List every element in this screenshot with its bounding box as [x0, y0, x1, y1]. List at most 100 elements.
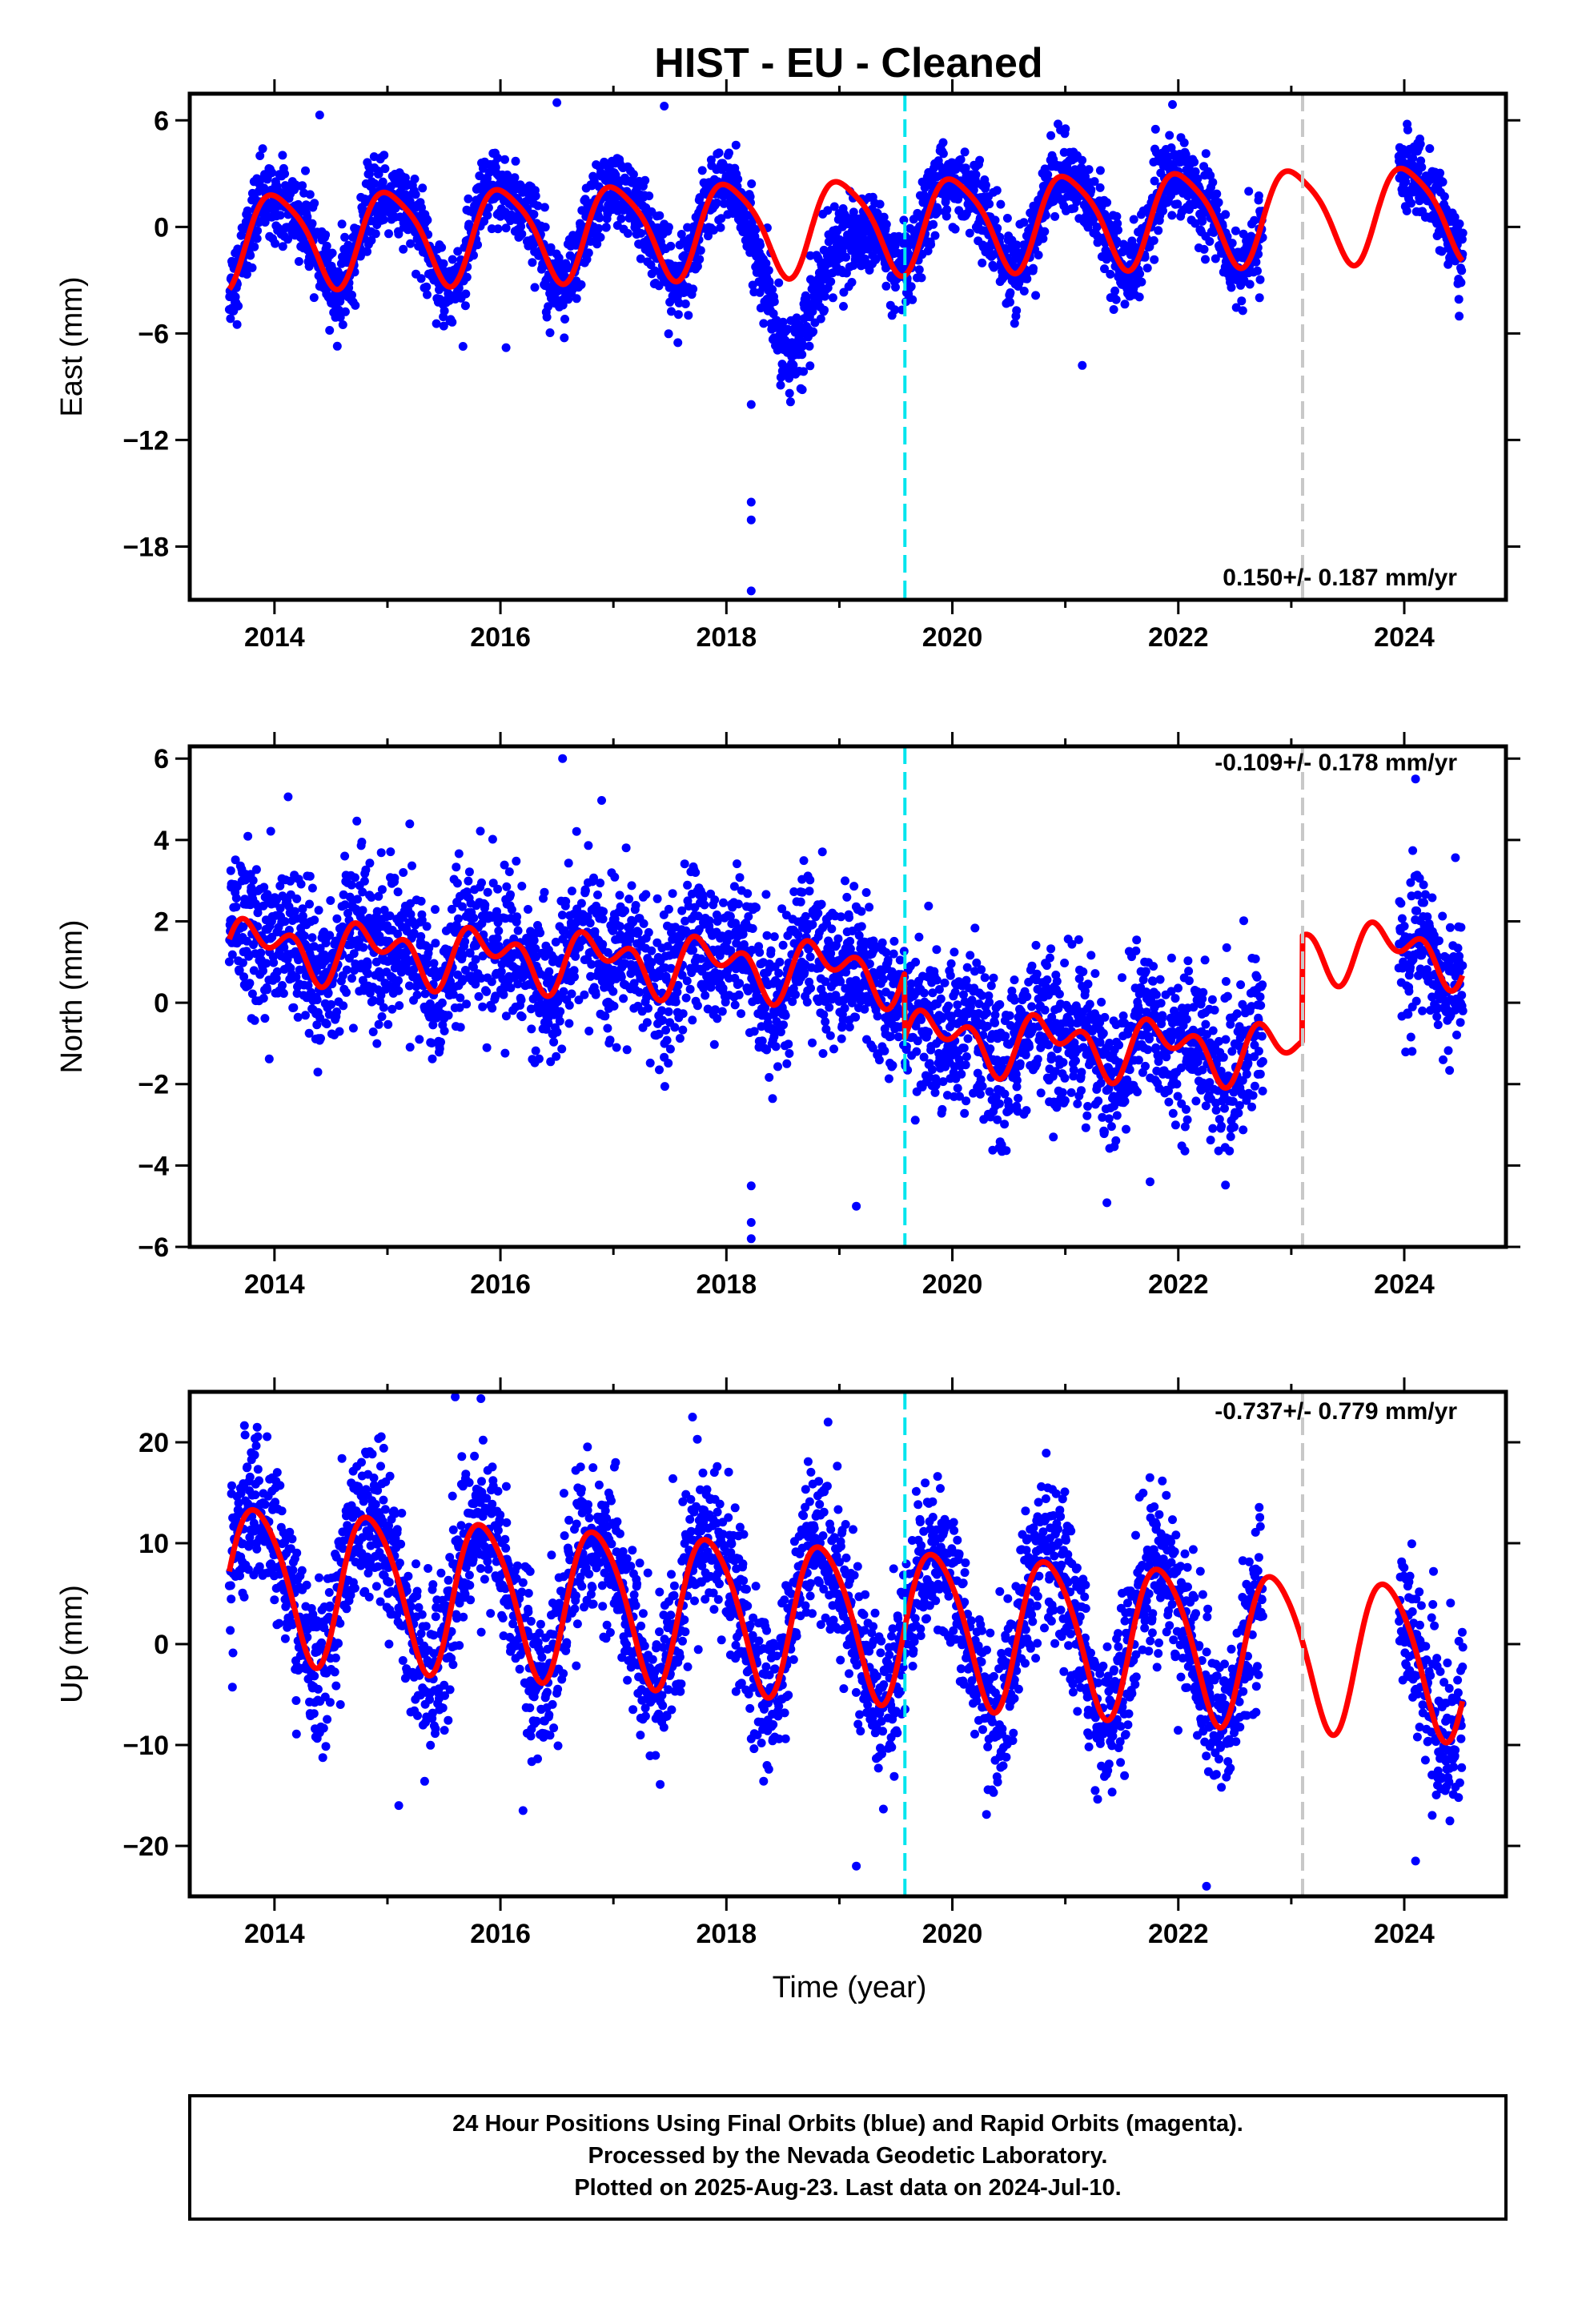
data-point — [693, 262, 702, 271]
data-point — [610, 872, 620, 882]
data-point — [700, 900, 709, 910]
data-point — [399, 244, 408, 254]
data-point — [845, 936, 855, 946]
data-point — [841, 876, 849, 886]
data-point — [640, 175, 650, 185]
data-point — [799, 367, 809, 376]
data-point — [540, 203, 549, 212]
data-point — [808, 1038, 817, 1047]
data-point — [325, 326, 335, 335]
data-point — [784, 1039, 793, 1049]
data-point — [250, 242, 259, 251]
data-point — [260, 1014, 270, 1023]
data-point — [664, 1059, 673, 1068]
data-point — [908, 295, 917, 304]
data-point — [416, 274, 426, 283]
data-point — [746, 497, 756, 507]
data-point — [253, 226, 263, 235]
data-point — [1455, 219, 1464, 228]
data-point — [247, 263, 257, 272]
data-point — [1403, 125, 1412, 135]
data-point — [652, 894, 662, 903]
data-point — [731, 140, 741, 150]
data-point — [512, 856, 521, 866]
data-point — [347, 290, 356, 300]
data-point — [483, 887, 492, 897]
data-point — [847, 278, 857, 287]
data-point — [1435, 168, 1445, 178]
data-point — [978, 258, 987, 267]
data-point — [292, 894, 302, 903]
data-point — [1022, 274, 1032, 283]
data-point — [332, 1007, 342, 1016]
data-point — [1046, 131, 1056, 140]
data-point — [1034, 251, 1043, 259]
data-point — [448, 317, 457, 327]
data-point — [305, 871, 315, 881]
data-point — [576, 280, 586, 289]
data-point — [377, 1012, 387, 1021]
data-point — [500, 1048, 510, 1058]
data-point — [363, 247, 371, 256]
data-point — [1040, 227, 1050, 236]
data-point — [644, 1003, 652, 1013]
data-point — [710, 895, 720, 905]
data-point — [654, 281, 664, 291]
data-point — [1227, 239, 1237, 248]
data-point — [572, 826, 581, 836]
data-point — [956, 155, 966, 164]
data-point — [359, 943, 368, 952]
data-point — [232, 320, 242, 329]
data-point — [691, 868, 701, 877]
data-point — [593, 891, 602, 899]
data-point — [342, 987, 351, 997]
data-point — [1120, 300, 1130, 309]
data-point — [591, 990, 600, 999]
data-point — [394, 986, 404, 995]
data-point — [785, 397, 795, 407]
data-point — [636, 228, 646, 238]
data-point — [584, 841, 593, 850]
data-point — [504, 867, 514, 877]
data-point — [891, 283, 900, 292]
data-point — [400, 173, 410, 183]
data-point — [950, 224, 960, 234]
data-point — [769, 309, 778, 319]
data-point — [1454, 295, 1464, 304]
data-point — [269, 958, 279, 967]
data-point — [681, 300, 690, 308]
data-point — [570, 972, 579, 982]
data-point — [779, 1020, 788, 1030]
y-tick-label: −6 — [138, 319, 169, 349]
data-point — [840, 1003, 849, 1013]
data-point — [283, 792, 293, 802]
data-point — [616, 214, 626, 223]
data-point — [294, 257, 303, 266]
data-point — [416, 931, 426, 941]
data-point — [546, 243, 556, 252]
data-point — [1031, 291, 1041, 300]
data-point — [1168, 100, 1177, 109]
data-point — [674, 298, 684, 308]
data-point — [464, 194, 473, 203]
data-point — [367, 235, 376, 245]
data-point — [1253, 266, 1262, 275]
data-point — [761, 890, 771, 899]
data-point — [473, 240, 482, 250]
data-point — [746, 400, 756, 409]
data-point — [735, 979, 745, 988]
data-point — [689, 946, 698, 955]
data-point — [805, 952, 815, 962]
data-point — [428, 1054, 437, 1063]
data-point — [359, 876, 369, 886]
data-point — [327, 248, 337, 258]
data-point — [524, 905, 532, 914]
data-point — [585, 919, 595, 928]
data-point — [797, 350, 807, 360]
data-point — [511, 156, 520, 166]
data-point — [1237, 296, 1247, 306]
data-point — [1402, 206, 1411, 215]
data-point — [559, 987, 568, 996]
data-point — [825, 1031, 835, 1040]
data-point — [981, 180, 990, 190]
